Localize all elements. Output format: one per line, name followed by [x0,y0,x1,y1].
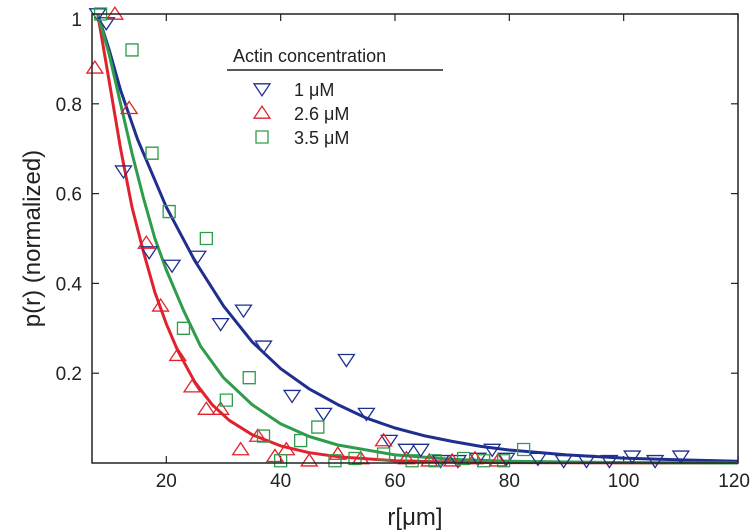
legend-title: Actin concentration [233,46,386,66]
point-series-1 [554,454,573,469]
point-series-1 [528,452,548,467]
point-series-3 [294,433,308,448]
plot-frame [91,13,739,464]
point-series-1 [139,246,159,260]
point-series-3 [256,429,271,443]
point-series-1 [114,165,133,180]
point-series-3 [516,442,531,457]
legend-marker-series-3 [255,130,269,144]
x-tick-label: 60 [384,471,405,492]
point-series-2 [197,401,216,415]
legend-items: 1 μM 2.6 μM 3.5 μM [252,80,349,148]
point-series-2 [182,378,202,393]
point-series-2 [300,452,319,467]
x-tick-label: 80 [499,471,520,492]
x-tick-label: 100 [608,471,640,492]
point-series-2 [137,235,156,249]
point-series-3 [219,393,233,407]
point-series-1 [577,454,596,469]
point-series-3 [242,371,256,385]
y-axis-title: p(r) (normalized) [19,150,46,327]
point-series-2 [168,347,187,362]
x-axis-title: r[μm] [387,504,442,531]
point-series-1 [645,454,665,469]
point-series-3 [145,146,159,160]
point-series-2 [442,452,462,467]
legend: Actin concentration 1 μM 2.6 μM 3.5 μM [227,46,443,148]
point-series-3 [376,447,391,461]
point-series-3 [456,451,471,466]
ticks-layer: 20 40 60 80 100 120 0.2 0.4 0.6 0.8 1 [56,10,750,492]
y-tick-label: 0.4 [56,274,83,295]
point-series-1 [211,317,230,332]
point-series-2 [119,100,139,115]
y-tick-label: 1 [71,10,82,31]
fit-line-series-1 [96,13,739,463]
point-series-1 [397,443,416,458]
point-series-1 [600,454,619,469]
point-series-1 [254,340,273,355]
point-series-3 [125,43,139,57]
point-series-1 [314,407,333,422]
point-series-1 [337,353,356,368]
point-series-1 [671,450,691,465]
point-series-2 [151,297,170,312]
point-series-3 [162,204,176,219]
fit-curves [96,13,739,465]
legend-label-series-1: 1 μM [294,80,334,100]
y-tick-label: 0.2 [56,364,82,385]
point-series-3 [199,231,213,246]
point-series-2 [328,446,348,460]
point-series-1 [234,304,253,319]
fit-line-series-3 [96,13,739,465]
point-series-1 [380,434,399,449]
legend-label-series-3: 3.5 μM [294,128,349,148]
x-tick-label: 40 [270,471,291,492]
legend-marker-series-2 [252,105,272,119]
point-series-1 [162,259,182,274]
point-series-1 [282,389,302,404]
fit-line-series-2 [96,13,739,465]
point-series-1 [88,8,107,22]
y-tick-label: 0.8 [56,95,82,116]
point-series-3 [311,420,325,434]
point-series-3 [348,451,362,466]
point-series-2 [374,432,393,447]
point-series-1 [482,443,502,458]
point-series-1 [357,407,376,422]
point-series-2 [211,401,230,415]
x-tick-label: 20 [156,471,177,492]
point-series-3 [93,7,108,21]
point-series-3 [176,321,191,335]
x-tick-label: 120 [718,471,750,492]
legend-label-series-2: 2.6 μM [294,104,349,124]
point-series-2 [231,441,250,456]
y-tick-label: 0.6 [56,185,82,206]
point-series-1 [411,443,430,458]
legend-marker-series-1 [252,83,272,97]
point-series-1 [623,450,642,465]
point-series-2 [85,59,105,74]
point-series-1 [497,452,516,467]
point-series-1 [468,452,488,467]
data-points [85,6,691,469]
point-series-1 [188,250,207,265]
point-series-2 [105,6,125,20]
